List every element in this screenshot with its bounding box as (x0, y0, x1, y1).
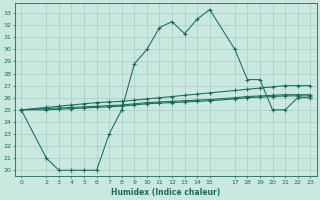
X-axis label: Humidex (Indice chaleur): Humidex (Indice chaleur) (111, 188, 220, 197)
